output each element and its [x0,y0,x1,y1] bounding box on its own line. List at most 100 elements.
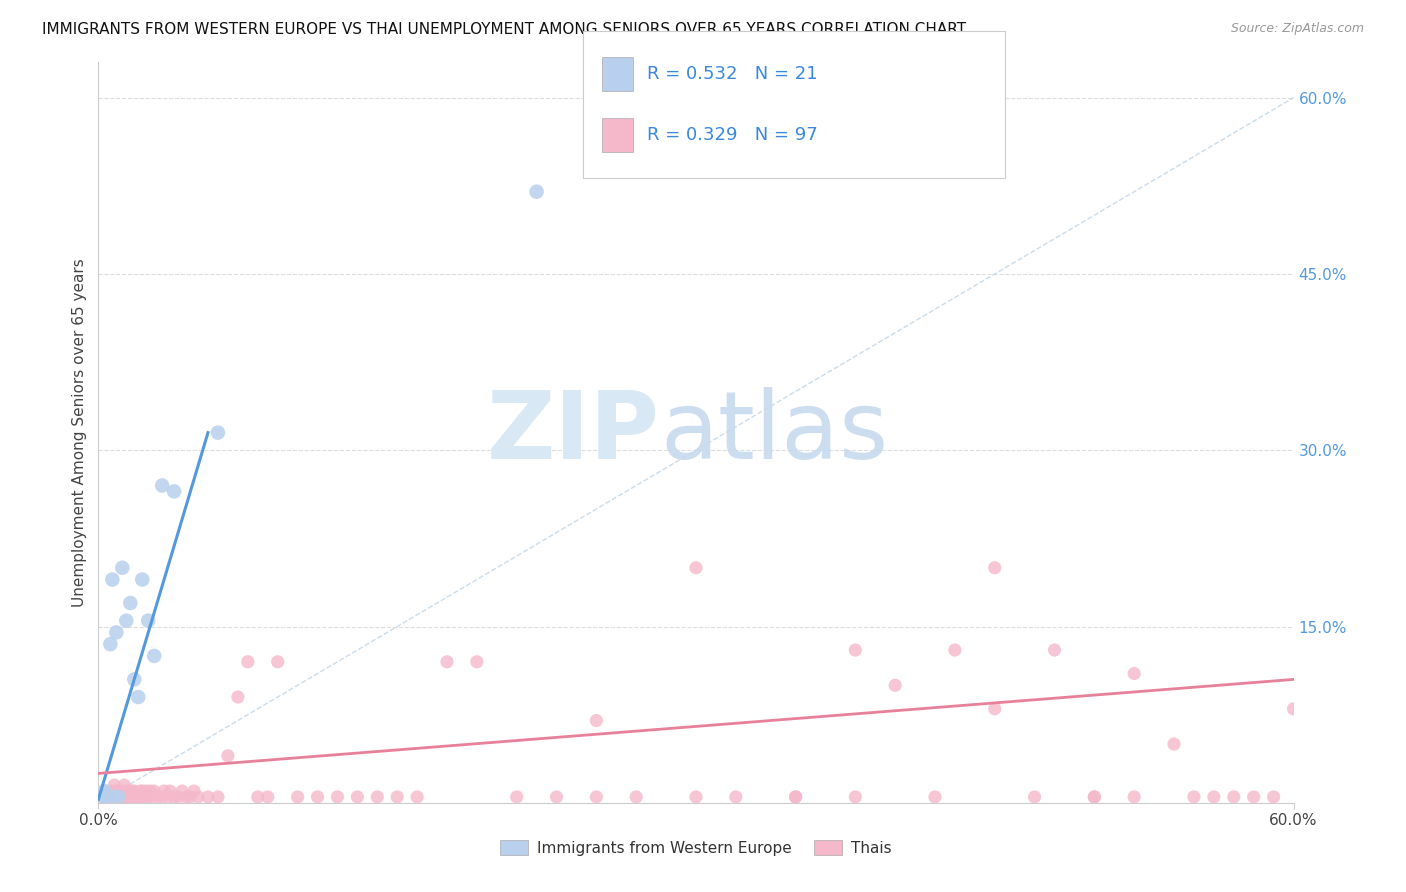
Point [1083,789,1105,804]
Point [117,789,139,804]
Point [107,789,129,804]
Point [115,614,138,628]
Point [1243,789,1265,804]
Point [121,784,143,798]
Point [984,561,1007,575]
Point [143,648,166,663]
Point [120,789,142,804]
Point [436,655,458,669]
Point [101,573,124,587]
Y-axis label: Unemployment Among Seniors over 65 years: Unemployment Among Seniors over 65 years [72,259,87,607]
Point [307,789,329,804]
Point [117,784,139,798]
Point [159,784,181,798]
Point [626,789,648,804]
Point [93,789,115,804]
Point [105,784,128,798]
Point [256,789,278,804]
Point [131,573,153,587]
Point [96,789,118,804]
Point [96,789,118,804]
Point [366,789,388,804]
Point [172,784,194,798]
Point [406,789,429,804]
Point [136,789,159,804]
Point [127,789,149,804]
Point [1182,789,1205,804]
Point [1163,737,1185,751]
Point [120,784,142,798]
Point [153,784,176,798]
Point [105,789,128,804]
Point [207,425,229,440]
Point [134,789,156,804]
Point [924,789,946,804]
Point [287,789,309,804]
Point [546,789,568,804]
Point [131,789,153,804]
Point [129,784,152,798]
Point [125,789,148,804]
Point [139,784,162,798]
Point [136,614,159,628]
Point [103,789,125,804]
Text: Source: ZipAtlas.com: Source: ZipAtlas.com [1230,22,1364,36]
Point [91,789,114,804]
Point [685,789,707,804]
Point [105,625,128,640]
Point [236,655,259,669]
Point [984,702,1007,716]
Text: ZIP: ZIP [488,386,661,479]
Point [97,784,120,798]
Point [385,789,409,804]
Point [101,789,124,804]
Point [217,748,239,763]
Point [585,714,607,728]
Point [1223,789,1246,804]
Point [163,484,186,499]
Point [1282,702,1305,716]
Point [98,789,122,804]
Point [127,690,149,704]
Point [115,789,138,804]
Point [174,789,197,804]
Point [179,789,201,804]
Point [1024,789,1046,804]
Point [148,789,170,804]
Point [150,478,173,492]
Point [98,637,122,651]
Point [131,784,153,798]
Point [785,789,807,804]
Point [141,789,163,804]
Point [197,789,219,804]
Point [111,784,134,798]
Point [135,784,157,798]
Point [121,789,143,804]
Point [97,789,120,804]
Point [326,789,349,804]
Point [585,789,607,804]
Point [724,789,747,804]
Point [163,789,186,804]
Point [143,784,166,798]
Point [124,673,146,687]
Point [120,596,142,610]
Point [167,789,190,804]
Point [111,561,134,575]
Point [111,789,134,804]
Point [246,789,269,804]
Point [103,789,125,804]
Point [183,784,205,798]
Point [465,655,488,669]
Text: IMMIGRANTS FROM WESTERN EUROPE VS THAI UNEMPLOYMENT AMONG SENIORS OVER 65 YEARS : IMMIGRANTS FROM WESTERN EUROPE VS THAI U… [42,22,966,37]
Point [1123,789,1146,804]
Point [103,778,125,792]
Point [943,643,966,657]
Point [157,789,180,804]
Point [112,789,135,804]
Point [346,789,368,804]
Point [97,789,120,804]
Point [526,185,548,199]
Text: R = 0.329   N = 97: R = 0.329 N = 97 [647,126,817,144]
Point [844,643,866,657]
